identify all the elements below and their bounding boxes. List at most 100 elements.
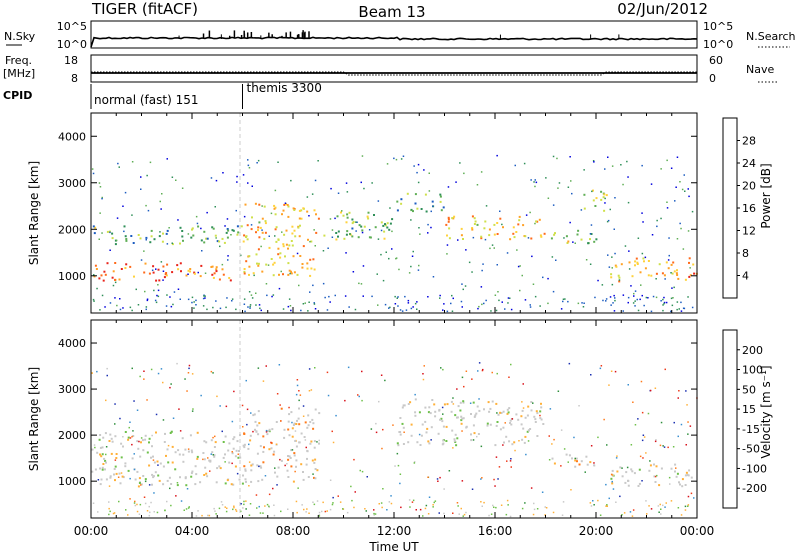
heatmap-cell: [358, 224, 361, 227]
heatmap-noise-cell: [226, 507, 228, 509]
heatmap-noise-cell: [610, 370, 613, 372]
heatmap-noise-cell: [491, 244, 494, 246]
heatmap-cell: [169, 432, 172, 434]
heatmap-cell: [148, 437, 151, 440]
heatmap-cell: [457, 405, 460, 408]
heatmap-cell: [155, 279, 158, 282]
heatmap-noise-cell: [284, 202, 287, 204]
heatmap-noise-cell: [314, 367, 316, 369]
colorbar-tick-label: -50: [742, 443, 760, 456]
heatmap-noise-cell: [428, 172, 430, 174]
heatmap-noise-cell: [461, 376, 464, 379]
heatmap-noise-cell: [306, 508, 308, 510]
heatmap-noise-cell: [361, 399, 363, 402]
heatmap-noise-cell: [507, 504, 509, 506]
heatmap-cell: [513, 441, 516, 444]
heatmap-cell: [171, 461, 174, 464]
heatmap-cell: [255, 253, 258, 256]
heatmap-cell: [290, 449, 293, 452]
heatmap-cell: [665, 261, 668, 264]
heatmap-cell: [244, 203, 247, 206]
heatmap-noise-cell: [593, 462, 595, 464]
heatmap-cell: [171, 271, 174, 274]
heatmap-cell: [366, 215, 369, 218]
heatmap-noise-cell: [244, 310, 246, 313]
heatmap-noise-cell: [359, 469, 361, 472]
heatmap-noise-cell: [614, 252, 616, 255]
heatmap-cell: [299, 255, 302, 257]
heatmap-noise-cell: [171, 242, 173, 244]
heatmap-noise-cell: [307, 310, 309, 312]
heatmap-cell: [679, 483, 681, 486]
heatmap-noise-cell: [680, 227, 682, 230]
heatmap-cell: [166, 229, 169, 232]
heatmap-noise-cell: [330, 187, 332, 190]
heatmap-cell: [296, 419, 298, 422]
heatmap-cell: [499, 428, 502, 431]
heatmap-cell: [292, 480, 295, 483]
heatmap-noise-cell: [133, 502, 136, 504]
heatmap-noise-cell: [176, 482, 179, 484]
heatmap-cell: [447, 216, 450, 219]
heatmap-noise-cell: [472, 439, 475, 441]
heatmap-noise-cell: [539, 414, 541, 417]
heatmap-noise-cell: [590, 505, 593, 507]
heatmap-cell: [313, 268, 316, 271]
heatmap-cell: [164, 432, 166, 435]
heatmap-noise-cell: [377, 200, 380, 202]
heatmap-cell: [655, 465, 658, 468]
heatmap-cell: [430, 426, 433, 429]
heatmap-cell: [618, 280, 621, 283]
heatmap-noise-cell: [423, 365, 425, 367]
heatmap-noise-cell: [386, 509, 388, 511]
heatmap-cell: [346, 230, 349, 233]
heatmap-noise-cell: [611, 165, 614, 167]
heatmap-cell: [634, 264, 636, 267]
heatmap-noise-cell: [365, 510, 367, 512]
heatmap-cell: [196, 455, 199, 458]
heatmap-cell: [259, 445, 262, 448]
heatmap-cell: [477, 433, 480, 435]
heatmap-noise-cell: [224, 225, 226, 227]
heatmap-noise-cell: [248, 485, 250, 487]
heatmap-cell: [287, 273, 290, 276]
heatmap-cell: [226, 228, 229, 230]
heatmap-noise-cell: [138, 513, 141, 515]
heatmap-noise-cell: [176, 362, 178, 365]
heatmap-noise-cell: [684, 190, 686, 192]
heatmap-cell: [567, 240, 570, 243]
heatmap-cell: [462, 400, 465, 403]
heatmap-cell: [287, 215, 290, 218]
heatmap-noise-cell: [457, 505, 459, 507]
heatmap-cell: [611, 469, 614, 472]
heatmap-noise-cell: [184, 378, 186, 380]
heatmap-cell: [412, 210, 414, 213]
heatmap-cell: [114, 262, 117, 264]
heatmap-noise-cell: [391, 230, 393, 233]
heatmap-cell: [313, 209, 316, 212]
heatmap-noise-cell: [366, 476, 368, 478]
heatmap-noise-cell: [684, 509, 687, 511]
heatmap-noise-cell: [616, 455, 618, 457]
heatmap-noise-cell: [641, 480, 643, 482]
heatmap-cell: [295, 459, 298, 462]
heatmap-noise-cell: [225, 405, 228, 408]
heatmap-cell: [689, 274, 692, 277]
nsearch-label: N.Search: [746, 30, 796, 43]
heatmap-cell: [317, 217, 320, 220]
x-tick-label: 20:00: [579, 524, 614, 538]
x-tick-label: 16:00: [478, 524, 513, 538]
heatmap-cell: [115, 457, 118, 459]
heatmap-noise-cell: [294, 470, 296, 473]
heatmap-cell: [245, 236, 247, 238]
heatmap-noise-cell: [145, 204, 147, 207]
heatmap-cell: [539, 234, 542, 237]
heatmap-cell: [578, 463, 581, 466]
heatmap-cell: [141, 439, 144, 442]
heatmap-cell: [455, 444, 458, 447]
colorbar-tick-label: 100: [742, 364, 763, 377]
heatmap-cell: [386, 222, 389, 225]
heatmap-noise-cell: [345, 182, 348, 184]
heatmap-cell: [306, 210, 309, 213]
